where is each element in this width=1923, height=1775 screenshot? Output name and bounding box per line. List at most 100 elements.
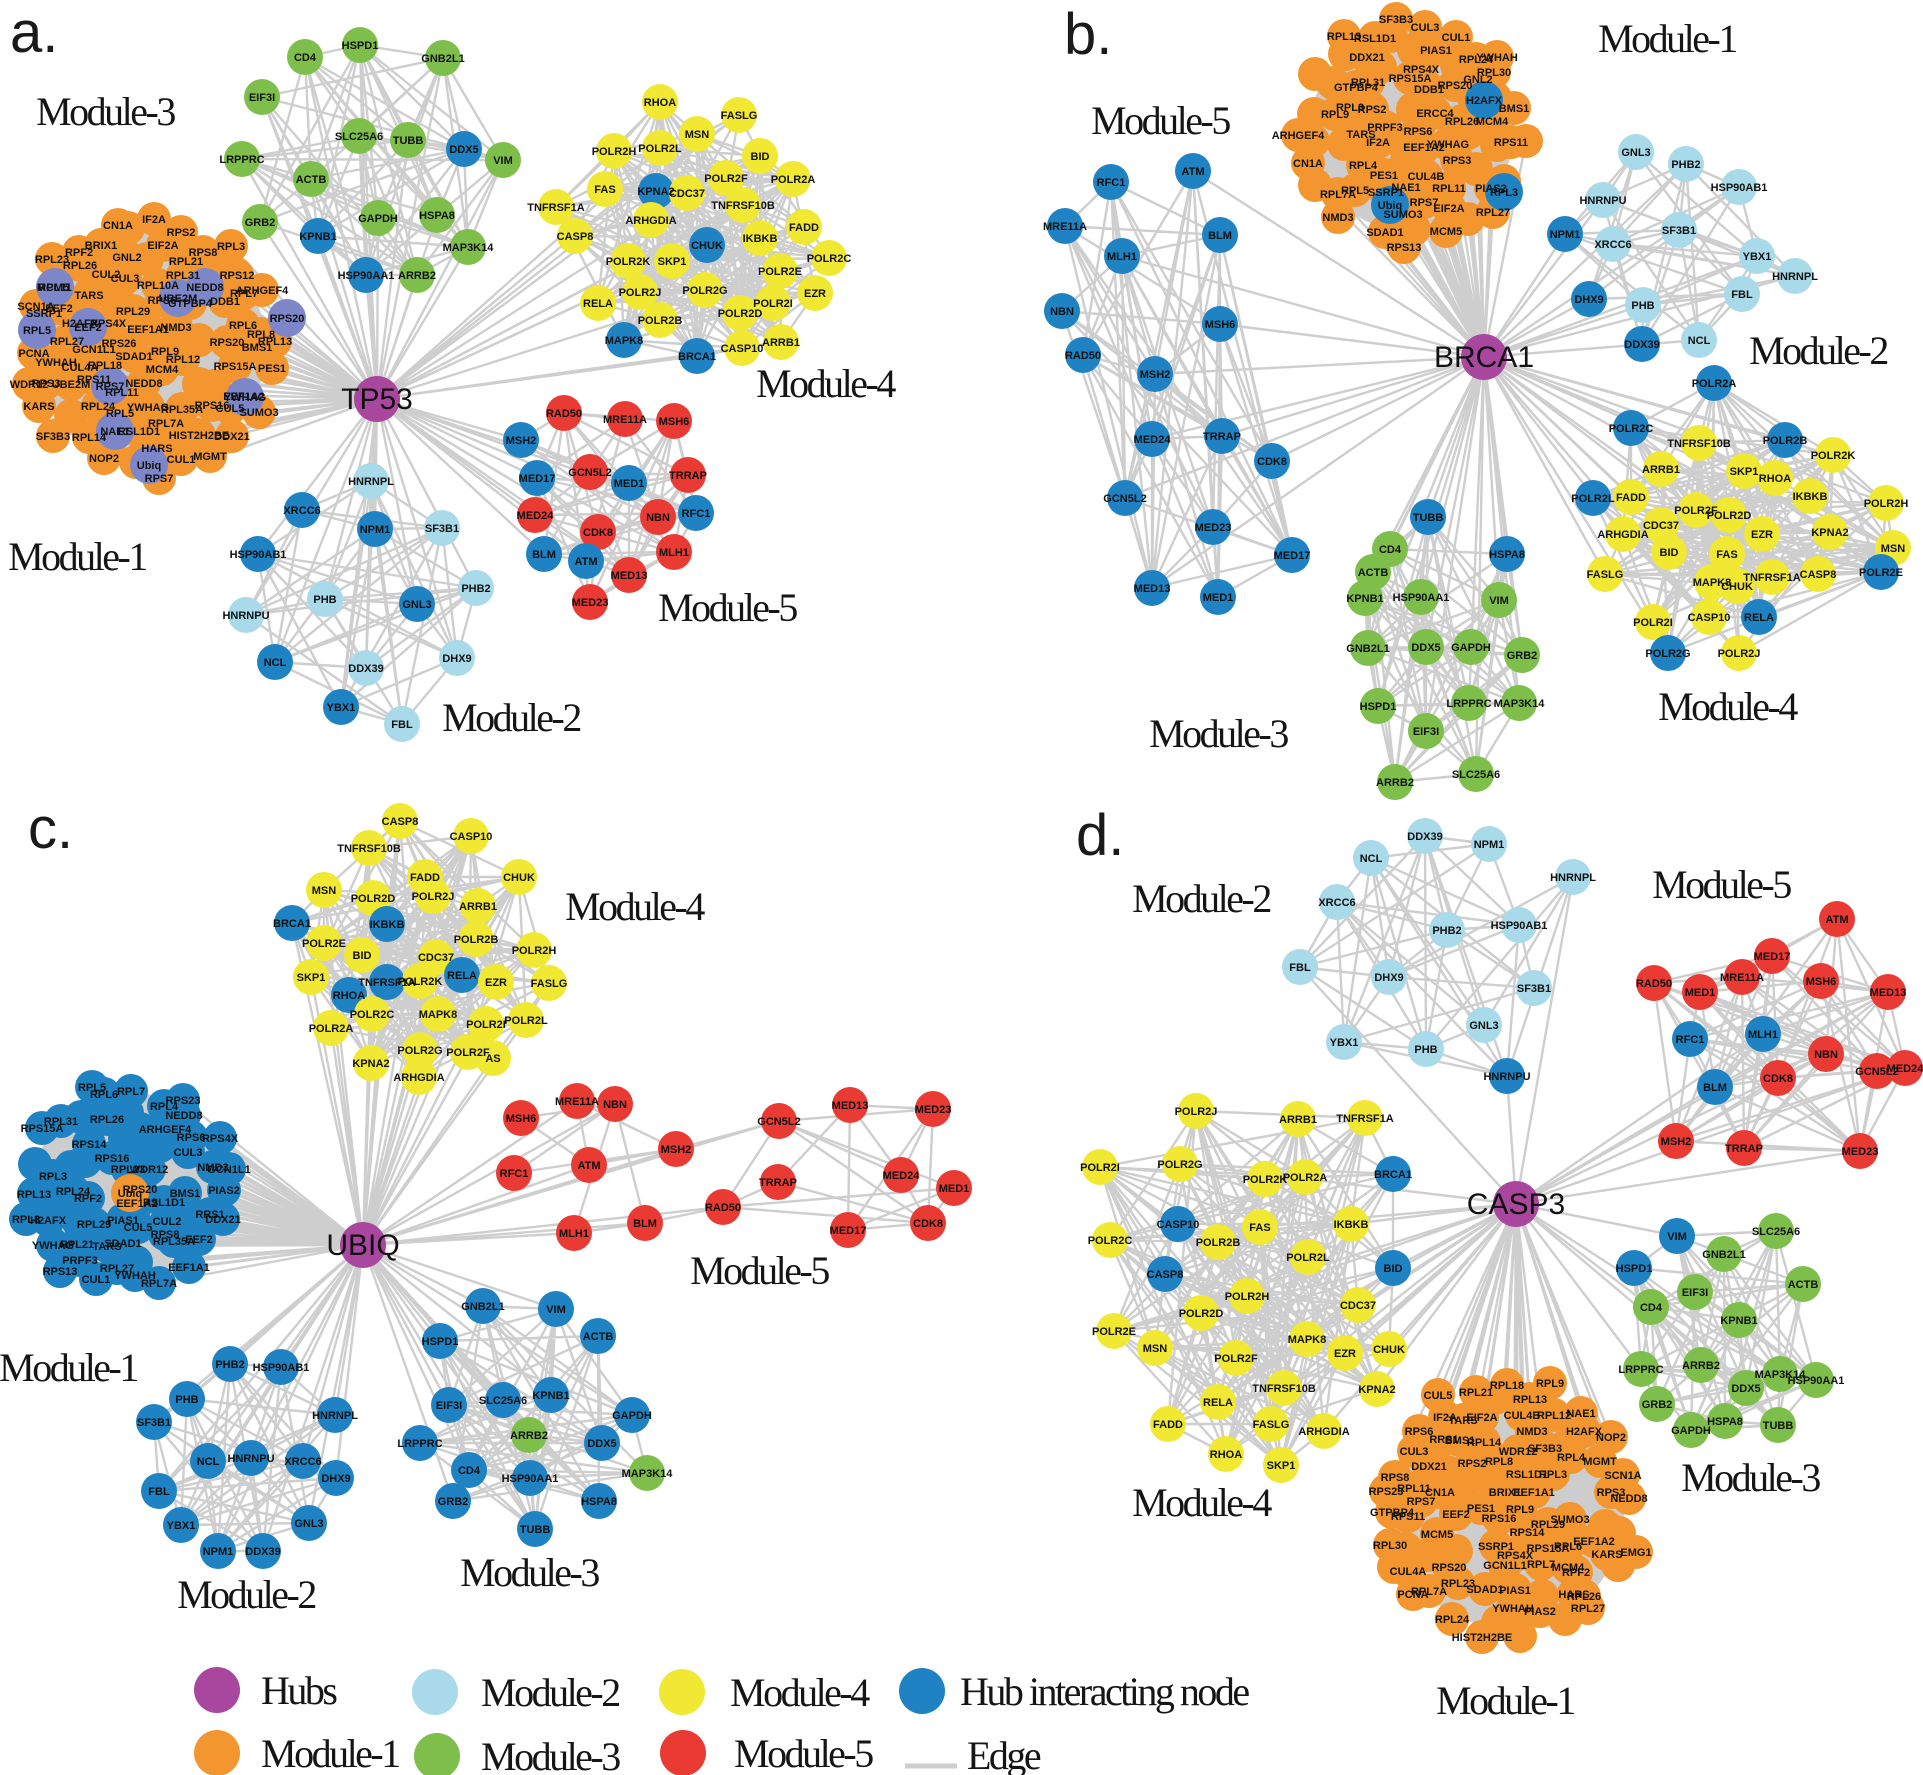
svg-text:EEF2: EEF2 (74, 322, 102, 334)
svg-text:TRRAP: TRRAP (759, 1177, 797, 1189)
svg-text:RPS13: RPS13 (43, 1266, 78, 1278)
svg-text:RPL11: RPL11 (38, 282, 72, 294)
svg-text:DHX9: DHX9 (321, 1473, 350, 1485)
svg-text:EZR: EZR (1334, 1348, 1356, 1360)
svg-text:CUL4A: CUL4A (62, 362, 99, 374)
svg-text:RPS6: RPS6 (177, 1132, 206, 1144)
svg-text:DDX5: DDX5 (587, 1438, 616, 1450)
svg-text:POLR2I: POLR2I (1080, 1162, 1120, 1174)
svg-text:Module-2: Module-2 (481, 1670, 619, 1715)
svg-text:POLR2C: POLR2C (1088, 1235, 1133, 1247)
svg-text:RAD50: RAD50 (705, 1202, 741, 1214)
svg-text:CASP8: CASP8 (1800, 569, 1837, 581)
svg-text:RPL30: RPL30 (1477, 67, 1511, 79)
svg-text:HNRNPU: HNRNPU (1483, 1071, 1530, 1083)
svg-text:MSH2: MSH2 (1140, 369, 1171, 381)
svg-text:RPS2: RPS2 (1458, 1458, 1487, 1470)
svg-text:RPL13: RPL13 (17, 1189, 51, 1201)
svg-text:POLR2B: POLR2B (638, 315, 683, 327)
svg-text:HSPA8: HSPA8 (1707, 1416, 1743, 1428)
svg-text:CHUK: CHUK (503, 872, 535, 884)
svg-text:PHB2: PHB2 (215, 1359, 244, 1371)
svg-text:MCM4: MCM4 (1552, 1562, 1585, 1574)
svg-text:TNFRSF1A: TNFRSF1A (1743, 572, 1801, 584)
svg-text:HSPD1: HSPD1 (1360, 701, 1397, 713)
svg-text:RSL1D1: RSL1D1 (143, 1197, 185, 1209)
svg-text:FADD: FADD (1153, 1419, 1183, 1431)
svg-text:POLR2K: POLR2K (1811, 450, 1856, 462)
svg-text:WDR12: WDR12 (1499, 1446, 1538, 1458)
svg-text:DDX21: DDX21 (214, 431, 249, 443)
svg-text:TNFRSF1A: TNFRSF1A (358, 977, 416, 989)
svg-text:CDC37: CDC37 (418, 952, 454, 964)
svg-text:RPL11: RPL11 (1397, 1483, 1431, 1495)
svg-text:SKP1: SKP1 (658, 256, 687, 268)
svg-text:RPL10A: RPL10A (137, 280, 179, 292)
svg-text:MLH1: MLH1 (1107, 251, 1137, 263)
svg-text:RSL1D1: RSL1D1 (1506, 1469, 1548, 1481)
svg-text:RPL24: RPL24 (1459, 54, 1494, 66)
svg-text:CN1A: CN1A (1425, 1487, 1455, 1499)
svg-text:POLR2I: POLR2I (753, 298, 793, 310)
svg-text:RPL8: RPL8 (12, 1214, 40, 1226)
svg-text:FBL: FBL (391, 719, 413, 731)
svg-text:Ubiq: Ubiq (137, 460, 161, 472)
svg-text:POLR2F: POLR2F (1674, 505, 1718, 517)
svg-text:RPL5: RPL5 (1341, 185, 1369, 197)
svg-text:MED23: MED23 (1842, 1146, 1879, 1158)
svg-text:BMS1: BMS1 (170, 1188, 201, 1200)
svg-text:RPL8: RPL8 (247, 329, 275, 341)
svg-text:HSP90AB1: HSP90AB1 (1711, 182, 1768, 194)
svg-text:MCM4: MCM4 (1476, 116, 1509, 128)
svg-text:SKP1: SKP1 (1267, 1460, 1296, 1472)
svg-text:HSP90AB1: HSP90AB1 (230, 549, 287, 561)
svg-text:RPS4X: RPS4X (1497, 1550, 1534, 1562)
svg-text:SUMO3: SUMO3 (1550, 1514, 1589, 1526)
svg-text:FAS: FAS (1716, 549, 1737, 561)
svg-text:POLR2F: POLR2F (704, 173, 748, 185)
svg-text:ACTB: ACTB (296, 174, 327, 186)
svg-text:RPL7: RPL7 (117, 1086, 145, 1098)
svg-text:DDX5: DDX5 (1731, 1383, 1760, 1395)
svg-text:MED23: MED23 (572, 597, 609, 609)
svg-text:GTPBP4: GTPBP4 (1370, 1507, 1415, 1519)
svg-text:ARHGEF4: ARHGEF4 (1272, 130, 1325, 142)
svg-text:BRCA1: BRCA1 (1434, 341, 1534, 374)
svg-text:TNFRSF1A: TNFRSF1A (527, 202, 585, 214)
svg-text:TARS: TARS (1448, 1415, 1477, 1427)
svg-text:ATM: ATM (1181, 166, 1204, 178)
svg-text:XRCC6: XRCC6 (283, 505, 320, 517)
svg-text:EEF1A2: EEF1A2 (1403, 142, 1445, 154)
svg-text:GNB2L1: GNB2L1 (421, 53, 464, 65)
svg-text:NBN: NBN (646, 512, 670, 524)
svg-text:MAP3K14: MAP3K14 (1755, 1369, 1807, 1381)
svg-text:YWHAG: YWHAG (32, 1240, 74, 1252)
svg-text:POLR2I: POLR2I (1633, 617, 1673, 629)
svg-text:Module-5: Module-5 (658, 585, 797, 630)
svg-text:YWHAG: YWHAG (224, 392, 266, 404)
svg-text:GNL3: GNL3 (294, 1518, 323, 1530)
svg-text:RRS1: RRS1 (1429, 1434, 1458, 1446)
svg-text:EIF2A: EIF2A (147, 240, 178, 252)
svg-text:TUBB: TUBB (1763, 1420, 1794, 1432)
svg-text:KPNB1: KPNB1 (299, 231, 336, 243)
svg-text:RPS11: RPS11 (1391, 1511, 1425, 1523)
svg-text:CD4: CD4 (1640, 1302, 1663, 1314)
svg-text:HSP90AA1: HSP90AA1 (338, 270, 395, 282)
svg-text:HSP90AB1: HSP90AB1 (253, 1362, 310, 1374)
svg-text:RPL31: RPL31 (1351, 77, 1385, 89)
svg-text:PIAS1: PIAS1 (1420, 45, 1452, 57)
svg-text:RAD50: RAD50 (1065, 350, 1101, 362)
svg-text:POLR2E: POLR2E (1092, 1326, 1136, 1338)
svg-text:RPS23: RPS23 (166, 1095, 201, 1107)
svg-text:GCN1L1: GCN1L1 (72, 344, 115, 356)
svg-text:DDB1: DDB1 (1414, 84, 1444, 96)
svg-text:Module-1: Module-1 (1598, 16, 1736, 61)
svg-text:NBN: NBN (1814, 1049, 1838, 1061)
svg-text:RPL27: RPL27 (1571, 1603, 1605, 1615)
svg-text:RPS26: RPS26 (102, 338, 137, 350)
svg-text:RPS14: RPS14 (72, 1139, 108, 1151)
svg-text:MSN: MSN (685, 129, 710, 141)
svg-text:RHOA: RHOA (1210, 1449, 1242, 1461)
svg-text:RPL23: RPL23 (35, 254, 69, 266)
